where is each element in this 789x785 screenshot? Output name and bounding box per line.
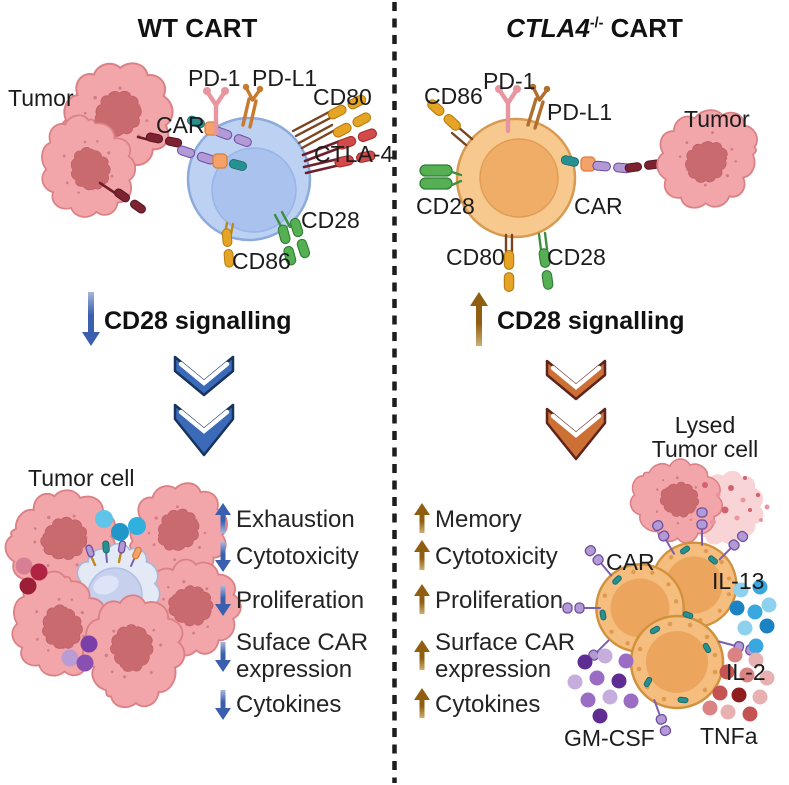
tumor-cell-label: Tumor cell [28,465,135,491]
car-receptor-icon [136,132,249,172]
cd80-receptor-icon [291,94,372,150]
cd28-receptor-icon [537,231,554,290]
cd28-receptor-icon [419,164,463,190]
pdl1-receptor-icon [526,83,551,130]
tumor-label: Tumor [8,85,74,111]
cd80-label: CD80 [313,84,372,110]
effect-label: Exhaustion [236,505,355,533]
effect-row: Cytokines [413,688,540,720]
up-arrow-icon [413,688,430,720]
active-cart-cluster-illustration [562,450,777,738]
effect-label: Cytotoxicity [236,542,359,570]
cart-cell-icon [629,614,725,710]
up-arrow-icon [413,503,430,535]
effect-row: Surface CAR expression [413,629,605,683]
effect-label: Suface CAR expression [236,629,369,683]
cytokine-dots-icon [15,510,146,672]
car-cluster-label: CAR [606,549,655,575]
double-chevron-down-icon [545,359,607,461]
wt-cart-cell-illustration [0,55,395,290]
panel-divider [392,2,397,783]
il2-tnfa-dots-icon [702,647,775,722]
lysis-fragments-icon [702,476,770,525]
cd28-label: CD28 [301,207,360,233]
ctla4-label: CTLA-4 [314,141,394,167]
cd86-label: CD86 [424,83,483,109]
up-arrow-icon [470,292,488,346]
effect-label: Memory [435,505,522,533]
effect-label: Cytokines [236,690,342,718]
exhausted-cart-tumor-cluster [5,485,230,685]
effect-label: Proliferation [236,586,365,614]
right-panel-title: CTLA4-/- CART [400,13,789,44]
il13-label: IL-13 [712,568,765,594]
effect-label: Proliferation [435,586,564,614]
lysed-label-line1: Lysed [674,412,736,438]
lysed-label-line2: Tumor cell [651,436,759,462]
cd80-label: CD80 [446,244,505,270]
pd1-receptor-icon [495,85,521,134]
effect-row: Proliferation [413,584,563,616]
effect-label: Surface CAR expression [435,629,576,683]
effect-label: Cytokines [435,690,541,718]
cd86-receptor-icon [222,221,234,268]
effect-row: Exhaustion [214,503,355,535]
pd1-receptor-icon [203,87,229,136]
title-rest: CART [603,13,683,43]
gmcsf-label: GM-CSF [564,725,655,751]
ctla4-receptor-icon [301,128,378,175]
effect-row: Cytotoxicity [214,540,359,572]
left-signalling-text: CD28 signalling [104,307,292,335]
up-arrow-icon [214,503,231,535]
cd80-receptor-icon [504,233,513,291]
up-arrow-icon [413,540,430,572]
gmcsf-dots-icon [567,648,639,724]
car-label: CAR [574,193,623,219]
tumor-label: Tumor [684,106,750,132]
down-arrow-icon [214,688,231,720]
effect-row: Suface CAR expression [214,629,396,683]
car-label: CAR [156,112,205,138]
cd28-bottom-label: CD28 [547,244,606,270]
down-arrow-icon [214,584,231,616]
effect-row: Memory [413,503,522,535]
pdl1-label: PD-L1 [547,99,613,125]
tumor-antigen-icon [98,181,147,215]
down-arrow-icon [82,292,100,346]
cd86-label: CD86 [232,248,291,274]
tnfa-label: TNFa [700,723,758,749]
lysed-tumor-cell-icon [616,439,775,560]
effect-row: Cytokines [214,688,341,720]
double-chevron-down-icon [173,355,235,457]
il2-label: IL-2 [726,659,766,685]
cd28-receptor-icon [273,210,311,266]
pdl1-receptor-icon [241,83,264,129]
pdl1-label: PD-L1 [252,65,318,91]
down-arrow-icon [214,540,231,572]
ko-cart-cell-icon [455,117,577,239]
effect-row: Proliferation [214,584,364,616]
pd1-label: PD-1 [483,68,536,94]
effect-label: Cytotoxicity [435,542,558,570]
ctla4-ko-cart-cell-illustration [419,83,789,305]
title-knockout-sup: -/- [589,15,604,32]
il13-dots-icon [729,579,777,654]
effect-row: Cytotoxicity [413,540,558,572]
left-panel-title: WT CART [137,13,258,43]
pd1-label: PD-1 [188,65,241,91]
wt-cart-cell-icon [186,116,312,242]
down-arrow-icon [214,640,231,672]
title-gene: CTLA4 [506,13,590,43]
up-arrow-icon [413,640,430,672]
cd86-receptor-icon [426,98,474,147]
up-arrow-icon [413,584,430,616]
cd28-left-label: CD28 [416,193,475,219]
right-signalling-text: CD28 signalling [497,307,685,335]
lysed-tumor-cell-label: Lysed Tumor cell [630,413,780,461]
